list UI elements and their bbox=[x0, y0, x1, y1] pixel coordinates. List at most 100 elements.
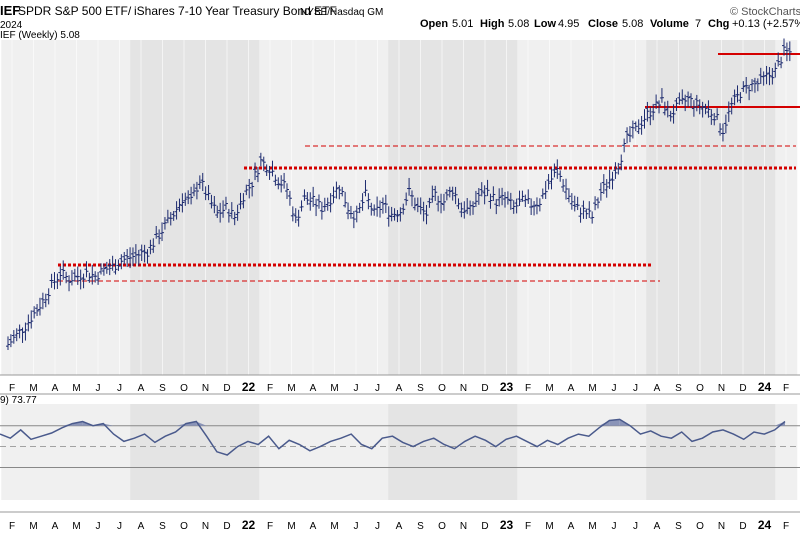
time-band bbox=[517, 404, 540, 500]
rsi-x-axis: F M A M J J A S O N D 22 F M A M J J A S O N D 23 F M A M J J A S O N D 24 F bbox=[9, 518, 789, 532]
x-tick-label: M bbox=[287, 521, 295, 532]
x-tick-label: A bbox=[52, 521, 59, 532]
x-tick-label: N bbox=[718, 383, 725, 394]
low-value: 4.95 bbox=[558, 18, 579, 30]
x-tick-label: M bbox=[588, 521, 596, 532]
time-band bbox=[173, 404, 196, 500]
rsi-panel-legend: 9) 73.77 bbox=[0, 395, 37, 406]
x-tick-label: M bbox=[72, 521, 80, 532]
x-tick-label: J bbox=[612, 383, 617, 394]
x-tick-label: M bbox=[330, 521, 338, 532]
time-band bbox=[237, 404, 260, 500]
time-band bbox=[452, 404, 475, 500]
x-tick-label: J bbox=[633, 383, 638, 394]
rsi-overbought-area bbox=[774, 421, 785, 426]
time-band bbox=[22, 404, 45, 500]
x-tick-label: 23 bbox=[500, 518, 514, 532]
time-band bbox=[732, 404, 755, 500]
time-band bbox=[323, 404, 346, 500]
time-band bbox=[775, 404, 798, 500]
rsi-panel-bands bbox=[0, 393, 800, 513]
time-band bbox=[65, 404, 88, 500]
time-band bbox=[646, 404, 669, 500]
time-band bbox=[431, 404, 454, 500]
x-tick-label: O bbox=[696, 521, 704, 532]
x-tick-label: 24 bbox=[758, 518, 772, 532]
time-band bbox=[108, 404, 131, 500]
x-tick-label: N bbox=[202, 383, 209, 394]
date-label: 2024 bbox=[0, 20, 23, 31]
x-tick-label: M bbox=[545, 383, 553, 394]
x-tick-label: F bbox=[525, 383, 531, 394]
time-band bbox=[474, 404, 497, 500]
x-tick-label: A bbox=[654, 521, 661, 532]
x-tick-label: F bbox=[267, 521, 273, 532]
close-label: Close bbox=[588, 18, 618, 30]
instrument-prefix: SPDR S&P 500 ETF/ bbox=[18, 4, 132, 18]
time-band bbox=[710, 404, 733, 500]
time-band bbox=[302, 404, 325, 500]
high-label: High bbox=[480, 18, 505, 30]
rsi-overbought-area bbox=[609, 419, 620, 426]
horizontal-levels bbox=[58, 53, 800, 282]
time-band bbox=[560, 404, 583, 500]
x-tick-label: A bbox=[138, 521, 145, 532]
x-tick-label: M bbox=[72, 383, 80, 394]
x-tick-label: A bbox=[52, 383, 59, 394]
x-tick-label: M bbox=[545, 521, 553, 532]
x-tick-label: D bbox=[481, 383, 488, 394]
x-tick-label: O bbox=[696, 383, 704, 394]
x-tick-label: S bbox=[675, 383, 682, 394]
x-tick-label: J bbox=[633, 521, 638, 532]
close-value: 5.08 bbox=[622, 18, 643, 30]
time-band bbox=[280, 404, 303, 500]
x-tick-label: A bbox=[310, 383, 317, 394]
x-tick-label: N bbox=[202, 521, 209, 532]
x-tick-label: O bbox=[180, 521, 188, 532]
instrument-name: iShares 7-10 Year Treasury Bond ETF bbox=[134, 4, 337, 18]
time-band bbox=[87, 404, 110, 500]
time-band bbox=[667, 404, 690, 500]
chg-value: +0.13 (+2.57%) bbox=[732, 18, 800, 30]
x-tick-label: N bbox=[460, 521, 467, 532]
x-tick-label: D bbox=[223, 521, 230, 532]
x-tick-label: J bbox=[96, 521, 101, 532]
x-tick-label: A bbox=[568, 521, 575, 532]
x-tick-label: 22 bbox=[242, 380, 256, 394]
time-band bbox=[1, 404, 24, 500]
time-band bbox=[130, 404, 153, 500]
time-band bbox=[151, 404, 174, 500]
x-tick-label: A bbox=[654, 383, 661, 394]
x-tick-label: A bbox=[310, 521, 317, 532]
x-tick-label: J bbox=[354, 521, 359, 532]
x-tick-label: J bbox=[117, 521, 122, 532]
ohlc-readout: Open 5.01 High 5.08 Low 4.95 Close 5.08 … bbox=[420, 18, 800, 30]
rsi-guides bbox=[0, 425, 800, 469]
time-band bbox=[44, 404, 67, 500]
price-x-axis: F M A M J J A S O N D 22 F M A M J J A S O N D 23 F M A M J J A S O N D 24 F bbox=[9, 380, 789, 394]
x-tick-label: M bbox=[588, 383, 596, 394]
time-band bbox=[753, 404, 776, 500]
time-band bbox=[624, 404, 647, 500]
time-band bbox=[581, 404, 604, 500]
x-tick-label: 23 bbox=[500, 380, 514, 394]
volume-value: 7 bbox=[695, 18, 701, 30]
x-tick-label: D bbox=[739, 383, 746, 394]
x-tick-label: F bbox=[525, 521, 531, 532]
price-panel-bands bbox=[0, 40, 800, 376]
price-bars bbox=[6, 38, 792, 350]
x-tick-label: M bbox=[29, 383, 37, 394]
time-band bbox=[259, 404, 282, 500]
x-tick-label: A bbox=[396, 383, 403, 394]
x-tick-label: F bbox=[783, 383, 789, 394]
x-tick-label: J bbox=[96, 383, 101, 394]
x-tick-label: S bbox=[417, 383, 424, 394]
x-tick-label: S bbox=[675, 521, 682, 532]
time-band bbox=[495, 404, 518, 500]
time-band bbox=[409, 404, 432, 500]
time-band bbox=[388, 404, 411, 500]
x-tick-label: F bbox=[783, 521, 789, 532]
rsi-line bbox=[0, 418, 786, 456]
x-tick-label: J bbox=[375, 383, 380, 394]
